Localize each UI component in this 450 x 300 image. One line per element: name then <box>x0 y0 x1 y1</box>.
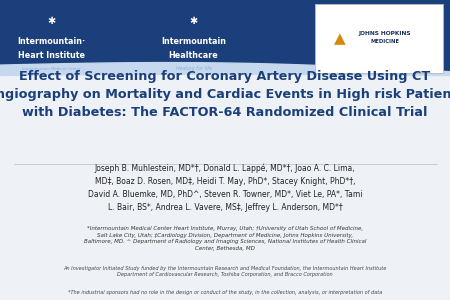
Text: Intermountain·: Intermountain· <box>18 37 86 46</box>
Text: Intermountain Medical Center: Intermountain Medical Center <box>22 67 81 71</box>
Text: Healthcare: Healthcare <box>169 51 218 60</box>
Text: ✱: ✱ <box>48 16 56 26</box>
Text: *Intermountain Medical Center Heart Institute, Murray, Utah; †University of Utah: *Intermountain Medical Center Heart Inst… <box>84 226 366 251</box>
FancyBboxPatch shape <box>315 4 443 73</box>
Text: Effect of Screening for Coronary Artery Disease Using CT
Angiography on Mortalit: Effect of Screening for Coronary Artery … <box>0 70 450 119</box>
Text: MEDICINE: MEDICINE <box>370 39 399 44</box>
Text: Intermountain: Intermountain <box>161 37 226 46</box>
Bar <box>0 0 450 76</box>
Text: Healing for life: Healing for life <box>176 66 211 71</box>
Text: JOHNS HOPKINS: JOHNS HOPKINS <box>359 31 411 35</box>
Text: Joseph B. Muhlestein, MD*†, Donald L. Lappé, MD*†, Joao A. C. Lima,
MD‡, Boaz D.: Joseph B. Muhlestein, MD*†, Donald L. La… <box>88 164 362 211</box>
Text: ▲: ▲ <box>334 31 346 46</box>
Text: An Investigator Initiated Study funded by the Intermountain Research and Medical: An Investigator Initiated Study funded b… <box>63 266 387 277</box>
Text: Heart Institute: Heart Institute <box>18 51 85 60</box>
Text: ✱: ✱ <box>189 16 198 26</box>
Text: *The industrial sponsors had no role in the design or conduct of the study, in t: *The industrial sponsors had no role in … <box>68 290 382 295</box>
